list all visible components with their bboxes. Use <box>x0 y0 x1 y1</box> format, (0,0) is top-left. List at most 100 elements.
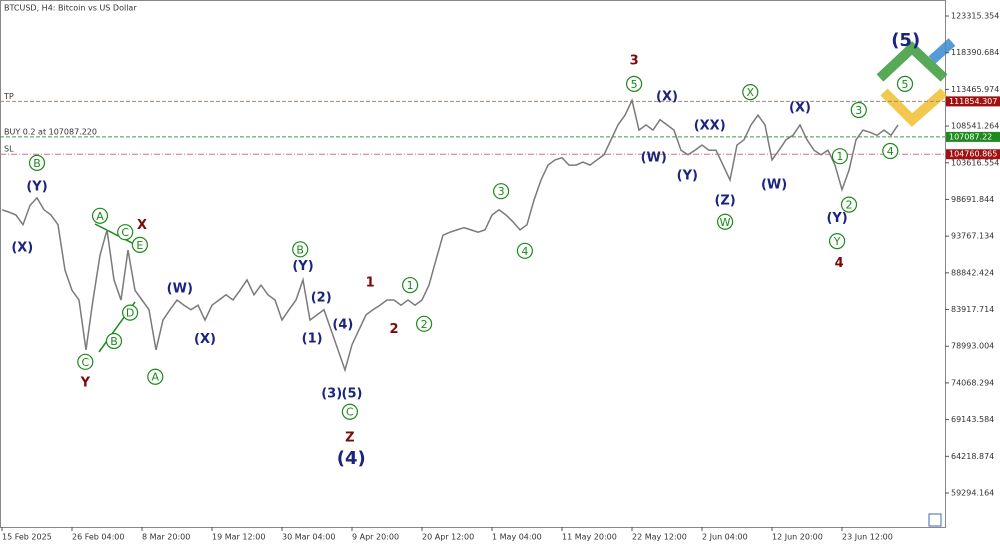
wave-label: C <box>81 356 89 369</box>
wave-label: 1 <box>407 279 414 292</box>
level-label: BUY 0.2 at 107087.220 <box>4 127 97 136</box>
level-price-box <box>946 149 1000 160</box>
wave-circle <box>716 213 734 230</box>
wave-label: A <box>152 371 160 384</box>
price-line <box>1 98 899 373</box>
wave-circle <box>840 196 858 213</box>
wave-label: (Y) <box>292 259 313 274</box>
trend-line <box>94 223 139 247</box>
wave-circle <box>850 101 867 119</box>
wave-label: (2) <box>311 291 332 306</box>
level-price-label: 104760.865 <box>949 150 997 159</box>
y-tick-label: 98691.844 <box>951 195 994 204</box>
x-tick-label: 30 Mar 04:00 <box>282 533 335 542</box>
wave-label: 4 <box>887 145 894 158</box>
wave-label: X <box>747 86 755 99</box>
wave-label: 2 <box>421 318 428 331</box>
y-tick-label: 93767.134 <box>951 232 994 241</box>
wave-label: D <box>126 307 134 320</box>
wave-circle <box>122 304 139 321</box>
wave-label: B <box>33 157 41 170</box>
wave-label: (X) <box>11 241 33 256</box>
wave-label: Y <box>80 375 91 390</box>
level-price-box <box>946 131 1000 142</box>
y-tick-label: 83917.714 <box>951 305 994 314</box>
wave-label: (Y) <box>826 211 847 226</box>
wave-label: (XX) <box>694 118 726 133</box>
x-tick-label: 22 May 12:00 <box>632 533 687 542</box>
wave-label: 2 <box>846 199 853 212</box>
wave-circle <box>402 276 419 294</box>
y-tick-label: 59294.164 <box>951 489 994 498</box>
logo-part <box>876 41 948 82</box>
y-tick-label: 108541.264 <box>951 122 999 131</box>
logo-part <box>928 38 956 64</box>
level-price-label: 107087.22 <box>949 132 992 141</box>
wave-circle <box>292 241 309 258</box>
wave-circle <box>91 207 109 224</box>
x-tick-label: 2 Jun 04:00 <box>702 533 748 542</box>
chart-title: BTCUSD, H4: Bitcoin vs US Dollar <box>4 4 137 13</box>
x-tick-label: 9 Apr 20:00 <box>352 533 399 542</box>
wave-label: (1) <box>302 331 323 346</box>
x-tick-label: 15 Feb 2025 <box>2 533 52 542</box>
wave-label: (W) <box>167 282 193 297</box>
wave-circle <box>882 142 899 160</box>
wave-label: E <box>136 239 143 252</box>
wave-label: B <box>110 335 118 348</box>
wave-circle <box>828 233 846 250</box>
level-price-label: 111854.307 <box>949 97 997 106</box>
wave-label: Y <box>833 235 841 248</box>
plot-frame <box>0 0 946 528</box>
wave-label: C <box>346 406 354 419</box>
x-tick-label: 11 May 20:00 <box>562 533 617 542</box>
wave-circle <box>493 183 510 200</box>
x-tick-label: 8 Mar 20:00 <box>142 533 190 542</box>
wave-label: X <box>137 218 147 233</box>
wave-label: (5) <box>891 30 920 51</box>
x-tick-label: 26 Feb 04:00 <box>72 533 124 542</box>
wave-circle <box>77 353 94 370</box>
wave-label: (5) <box>342 387 363 402</box>
y-tick-label: 103616.554 <box>951 158 999 167</box>
wave-circle <box>105 332 123 350</box>
wave-circle <box>147 368 164 385</box>
wave-circle <box>896 75 914 93</box>
wave-circle <box>516 242 534 259</box>
wave-label: W <box>720 216 731 229</box>
corner-button[interactable] <box>928 513 942 527</box>
level-label: TP <box>3 92 14 101</box>
wave-label: (3) <box>321 387 342 402</box>
y-tick-label: 123315.354 <box>951 11 999 20</box>
wave-label: 1 <box>366 276 375 291</box>
y-tick-label: 118390.684 <box>951 48 999 57</box>
wave-label: 4 <box>521 245 528 258</box>
wave-circle <box>625 75 643 93</box>
x-tick-label: 23 Jun 12:00 <box>842 533 893 542</box>
wave-circle <box>416 315 433 332</box>
wave-circle <box>131 236 148 253</box>
wave-label: (W) <box>761 177 787 192</box>
wave-circle <box>742 84 759 101</box>
wave-label: Z <box>345 431 354 446</box>
x-tick-label: 1 May 04:00 <box>492 533 542 542</box>
wave-label: (X) <box>194 332 216 347</box>
wave-label: (W) <box>641 150 667 165</box>
wave-label: 5 <box>902 78 909 91</box>
y-tick-label: 69143.584 <box>951 415 994 424</box>
wave-label: (Y) <box>677 168 698 183</box>
wave-circle <box>831 148 849 165</box>
wave-label: 5 <box>631 78 638 91</box>
wave-circle <box>341 403 358 420</box>
wave-label: (X) <box>656 89 678 104</box>
wave-label: (Y) <box>26 179 47 194</box>
wave-label: A <box>96 210 104 223</box>
level-label: SL <box>4 145 14 154</box>
wave-label: 3 <box>630 54 639 69</box>
wave-label: B <box>296 243 304 256</box>
y-tick-label: 113465.974 <box>951 85 999 94</box>
wave-label: C <box>121 226 129 239</box>
wave-circle <box>117 224 134 241</box>
x-tick-label: 20 Apr 12:00 <box>422 533 474 542</box>
